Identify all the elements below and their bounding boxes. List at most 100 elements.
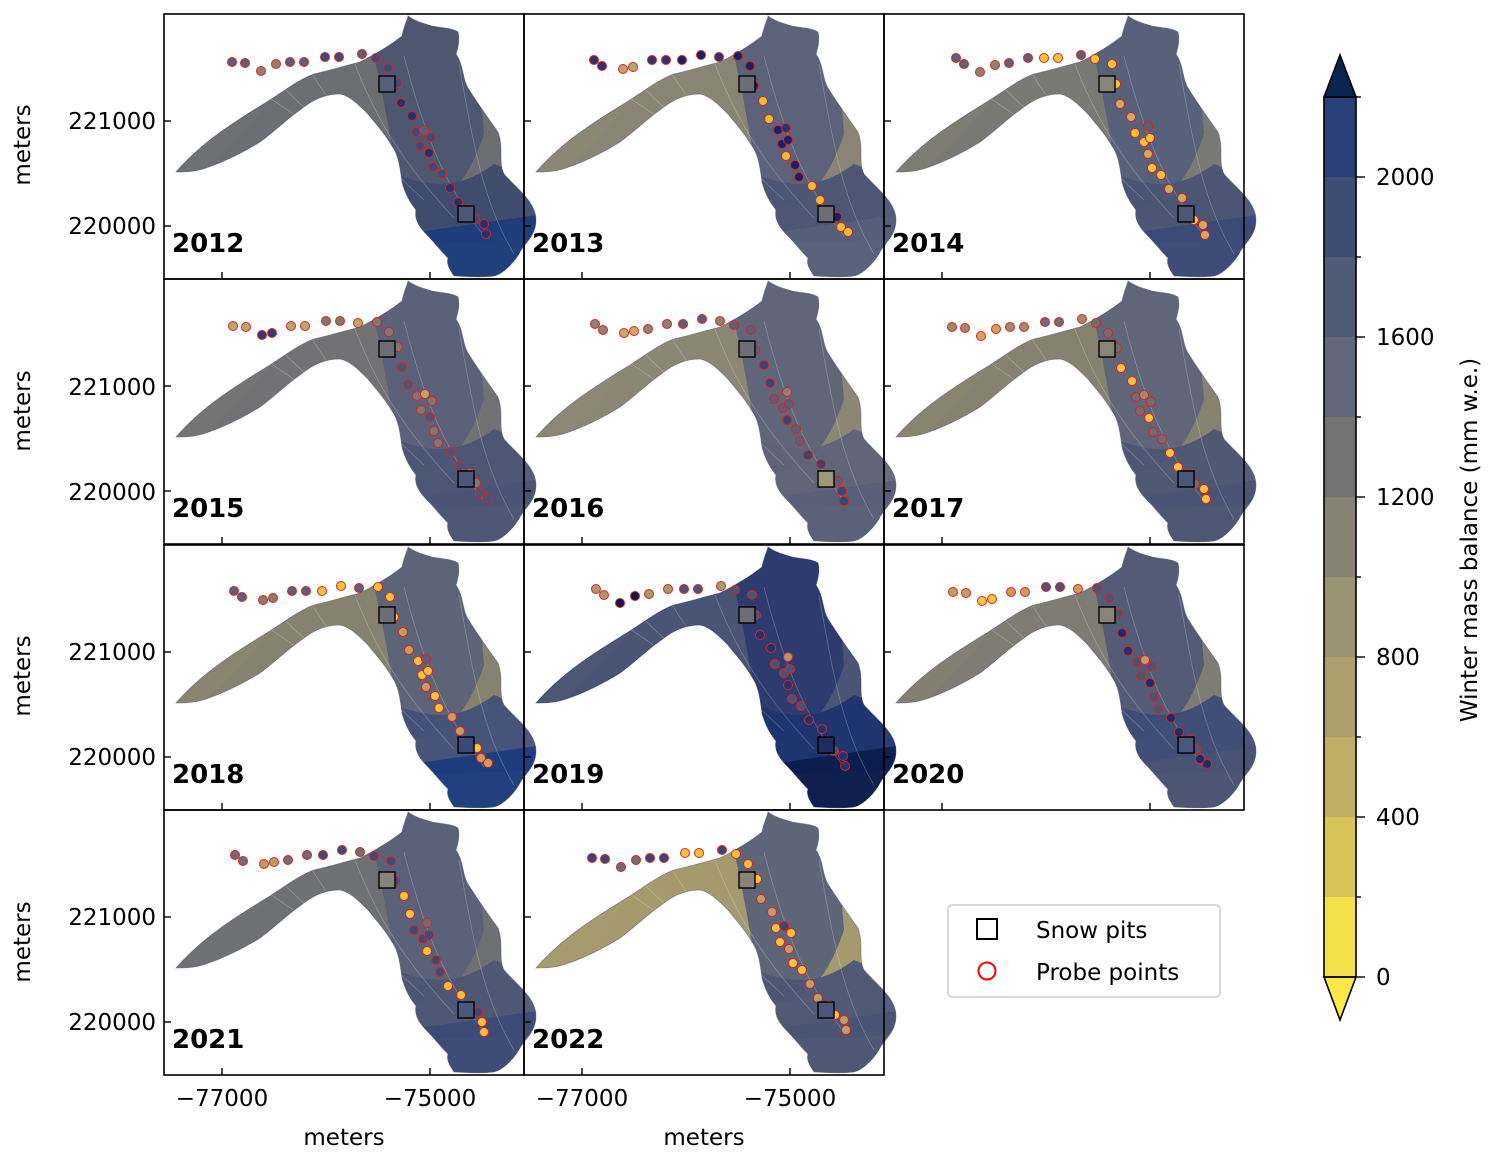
- probe-point: [1104, 593, 1114, 603]
- probe-point: [357, 49, 367, 59]
- probe-point: [431, 955, 441, 965]
- colorbar-band: [1324, 737, 1356, 817]
- probe-point: [1139, 390, 1149, 400]
- probe-point: [795, 436, 805, 446]
- probe-point: [803, 450, 813, 460]
- probe-point: [396, 98, 406, 108]
- probe-point: [407, 111, 417, 121]
- colorbar-band: [1324, 337, 1356, 417]
- probe-point: [840, 761, 850, 771]
- probe-point: [1004, 58, 1014, 68]
- col-0-x-axis: −77000 −75000 meters: [176, 1086, 476, 1151]
- map-panel-2021: 2021: [163, 809, 537, 1076]
- probe-point: [756, 894, 766, 904]
- probe-point: [483, 758, 493, 768]
- panel-ticks: [164, 651, 431, 810]
- probe-point: [455, 726, 465, 736]
- panel-ticks: [884, 651, 1151, 810]
- snow-pit-marker: [457, 205, 475, 223]
- y-tick-221000: 221000: [68, 905, 156, 931]
- probe-point: [618, 64, 628, 74]
- probe-point: [769, 394, 779, 404]
- contour-line: [708, 843, 815, 1015]
- probe-point: [590, 319, 600, 329]
- probe-point: [1174, 727, 1184, 737]
- probe-point: [678, 319, 688, 329]
- balance-zone: [176, 281, 419, 469]
- probe-point: [805, 979, 815, 989]
- colorbar-tick-label: 1200: [1376, 485, 1435, 511]
- map-panel-2013: 2013: [523, 13, 897, 280]
- probe-point: [598, 325, 608, 335]
- balance-zone: [176, 812, 419, 1000]
- probe-point: [961, 588, 971, 598]
- contour-line: [1178, 63, 1235, 255]
- colorbar-band: [1324, 177, 1356, 257]
- year-label: 2016: [532, 494, 604, 524]
- probe-point: [987, 594, 997, 604]
- probe-point: [775, 937, 785, 947]
- probe-point: [628, 62, 638, 72]
- map-panel-2014: 2014: [883, 13, 1257, 280]
- probe-point: [1130, 128, 1140, 138]
- probe-point: [320, 52, 330, 62]
- probe-point: [404, 645, 414, 655]
- probe-point: [445, 183, 455, 193]
- probe-point: [783, 680, 793, 690]
- probe-point: [693, 584, 703, 594]
- contour-line: [1068, 578, 1175, 750]
- glacier-outline: [895, 280, 1257, 543]
- probe-point: [428, 162, 438, 172]
- snow-pit-marker: [817, 470, 835, 488]
- probe-point: [644, 589, 654, 599]
- probe-point: [229, 586, 239, 596]
- snow-pit-marker: [1098, 75, 1116, 93]
- probe-point: [287, 586, 297, 596]
- probe-point: [1147, 662, 1157, 672]
- y-axis-title: meters: [10, 370, 36, 451]
- probe-point: [959, 59, 969, 69]
- probe-point: [731, 849, 741, 859]
- probe-point: [1053, 53, 1063, 63]
- snow-pit-marker: [817, 205, 835, 223]
- probe-point: [237, 592, 247, 602]
- probe-point: [787, 694, 797, 704]
- probe-point: [816, 459, 826, 469]
- probe-point: [1146, 397, 1156, 407]
- probe-point: [423, 666, 433, 676]
- y-tick-220000: 220000: [68, 745, 156, 771]
- probe-point: [241, 322, 251, 332]
- legend-frame: [947, 904, 1221, 998]
- balance-zone: [536, 547, 779, 735]
- probe-point: [1157, 434, 1167, 444]
- contour-line: [1178, 594, 1235, 786]
- probe-point: [1164, 184, 1174, 194]
- probe-point: [839, 496, 849, 506]
- map-panel-2022: 2022: [523, 809, 897, 1076]
- legend: Snow pits Probe points: [947, 904, 1221, 998]
- probe-point: [1165, 448, 1175, 458]
- glacier-outline: [535, 811, 897, 1074]
- probe-point: [764, 114, 774, 124]
- contour-line: [348, 578, 455, 750]
- probe-point: [443, 981, 453, 991]
- probe-point: [371, 53, 381, 63]
- probe-point: [227, 57, 237, 67]
- probe-point: [268, 593, 278, 603]
- y-tick-220000: 220000: [68, 1010, 156, 1036]
- probe-point: [1145, 133, 1155, 143]
- probe-point: [285, 57, 295, 67]
- probe-point: [645, 853, 655, 863]
- probe-point: [766, 643, 776, 653]
- probe-point: [807, 181, 817, 191]
- probe-point: [717, 845, 727, 855]
- probe-point: [1091, 318, 1101, 328]
- contour-line: [1068, 47, 1175, 219]
- snow-pit-marker: [1177, 736, 1195, 754]
- probe-point: [991, 324, 1001, 334]
- probe-point: [1144, 413, 1154, 423]
- map-panel-2017: 2017: [883, 278, 1257, 545]
- colorbar-tick-label: 1600: [1376, 325, 1435, 351]
- probe-point: [791, 424, 801, 434]
- probe-point: [475, 488, 485, 498]
